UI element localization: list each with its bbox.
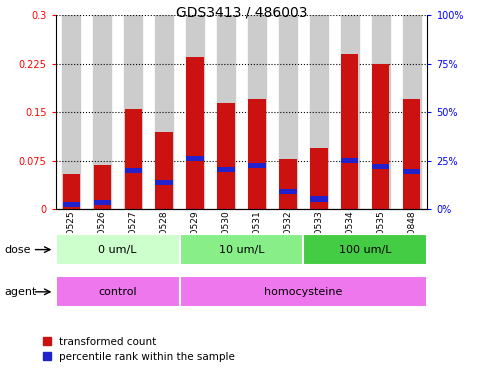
Bar bbox=[217, 103, 235, 209]
Bar bbox=[310, 15, 328, 209]
Bar bbox=[125, 109, 142, 209]
Bar bbox=[180, 276, 427, 307]
Bar bbox=[248, 15, 266, 209]
Bar bbox=[155, 15, 173, 209]
Text: GDS3413 / 486003: GDS3413 / 486003 bbox=[176, 6, 307, 20]
Bar bbox=[303, 234, 427, 265]
Text: 100 um/L: 100 um/L bbox=[339, 245, 392, 255]
Bar bbox=[372, 64, 389, 209]
Bar bbox=[248, 163, 266, 168]
Legend: transformed count, percentile rank within the sample: transformed count, percentile rank withi… bbox=[39, 333, 240, 366]
Bar bbox=[62, 174, 80, 209]
Bar bbox=[372, 15, 390, 209]
Bar bbox=[94, 166, 111, 209]
Bar bbox=[279, 15, 297, 209]
Bar bbox=[156, 180, 172, 185]
Bar bbox=[341, 54, 358, 209]
Bar bbox=[156, 132, 172, 209]
Bar bbox=[311, 196, 327, 202]
Bar bbox=[248, 99, 266, 209]
Bar bbox=[62, 15, 80, 209]
Bar bbox=[56, 276, 180, 307]
Bar bbox=[311, 148, 327, 209]
Bar bbox=[124, 15, 142, 209]
Bar bbox=[125, 168, 142, 173]
Bar bbox=[341, 158, 358, 163]
Text: 0 um/L: 0 um/L bbox=[98, 245, 137, 255]
Bar bbox=[94, 200, 111, 205]
Bar bbox=[403, 169, 421, 174]
Text: dose: dose bbox=[5, 245, 31, 255]
Bar bbox=[93, 15, 111, 209]
Bar bbox=[341, 15, 359, 209]
Bar bbox=[372, 164, 389, 169]
Bar bbox=[217, 15, 235, 209]
Bar bbox=[186, 156, 203, 161]
Bar bbox=[217, 167, 235, 172]
Bar bbox=[280, 159, 297, 209]
Bar bbox=[180, 234, 303, 265]
Text: homocysteine: homocysteine bbox=[264, 287, 342, 297]
Text: 10 um/L: 10 um/L bbox=[219, 245, 264, 255]
Bar bbox=[403, 15, 421, 209]
Bar bbox=[280, 189, 297, 194]
Bar bbox=[186, 57, 203, 209]
Text: control: control bbox=[98, 287, 137, 297]
Bar bbox=[186, 15, 204, 209]
Bar bbox=[62, 202, 80, 207]
Text: agent: agent bbox=[5, 287, 37, 297]
Bar bbox=[403, 99, 421, 209]
Bar bbox=[56, 234, 180, 265]
